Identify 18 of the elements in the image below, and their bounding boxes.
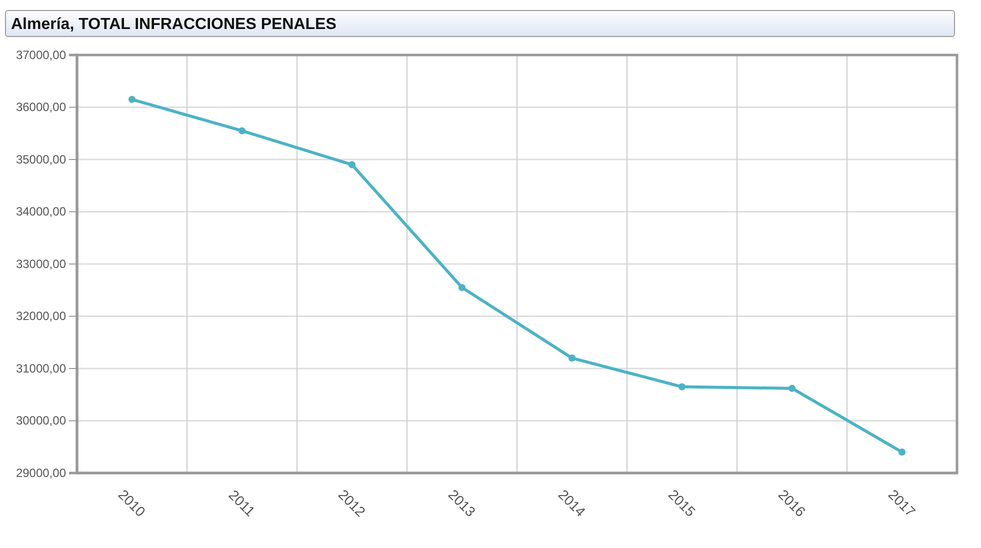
point: [238, 127, 246, 134]
y-tick-label: 32000,00: [16, 309, 66, 324]
y-tick-label: 37000,00: [16, 48, 66, 62]
point: [898, 448, 906, 456]
y-tick-label: 33000,00: [16, 256, 66, 271]
point: [568, 354, 576, 362]
y-tick-label: 35000,00: [16, 152, 66, 166]
y-tick-label: 36000,00: [16, 100, 66, 114]
point: [348, 161, 356, 168]
y-tick-label: 34000,00: [16, 204, 66, 219]
point: [458, 284, 466, 292]
y-tick-label: 30000,00: [16, 414, 66, 428]
point: [788, 384, 796, 392]
point: [678, 383, 686, 390]
point: [128, 96, 136, 103]
chart-title: Almería, TOTAL INFRACCIONES PENALES: [5, 10, 955, 37]
y-tick-label: 31000,00: [16, 361, 66, 376]
y-tick-label: 29000,00: [16, 466, 66, 480]
